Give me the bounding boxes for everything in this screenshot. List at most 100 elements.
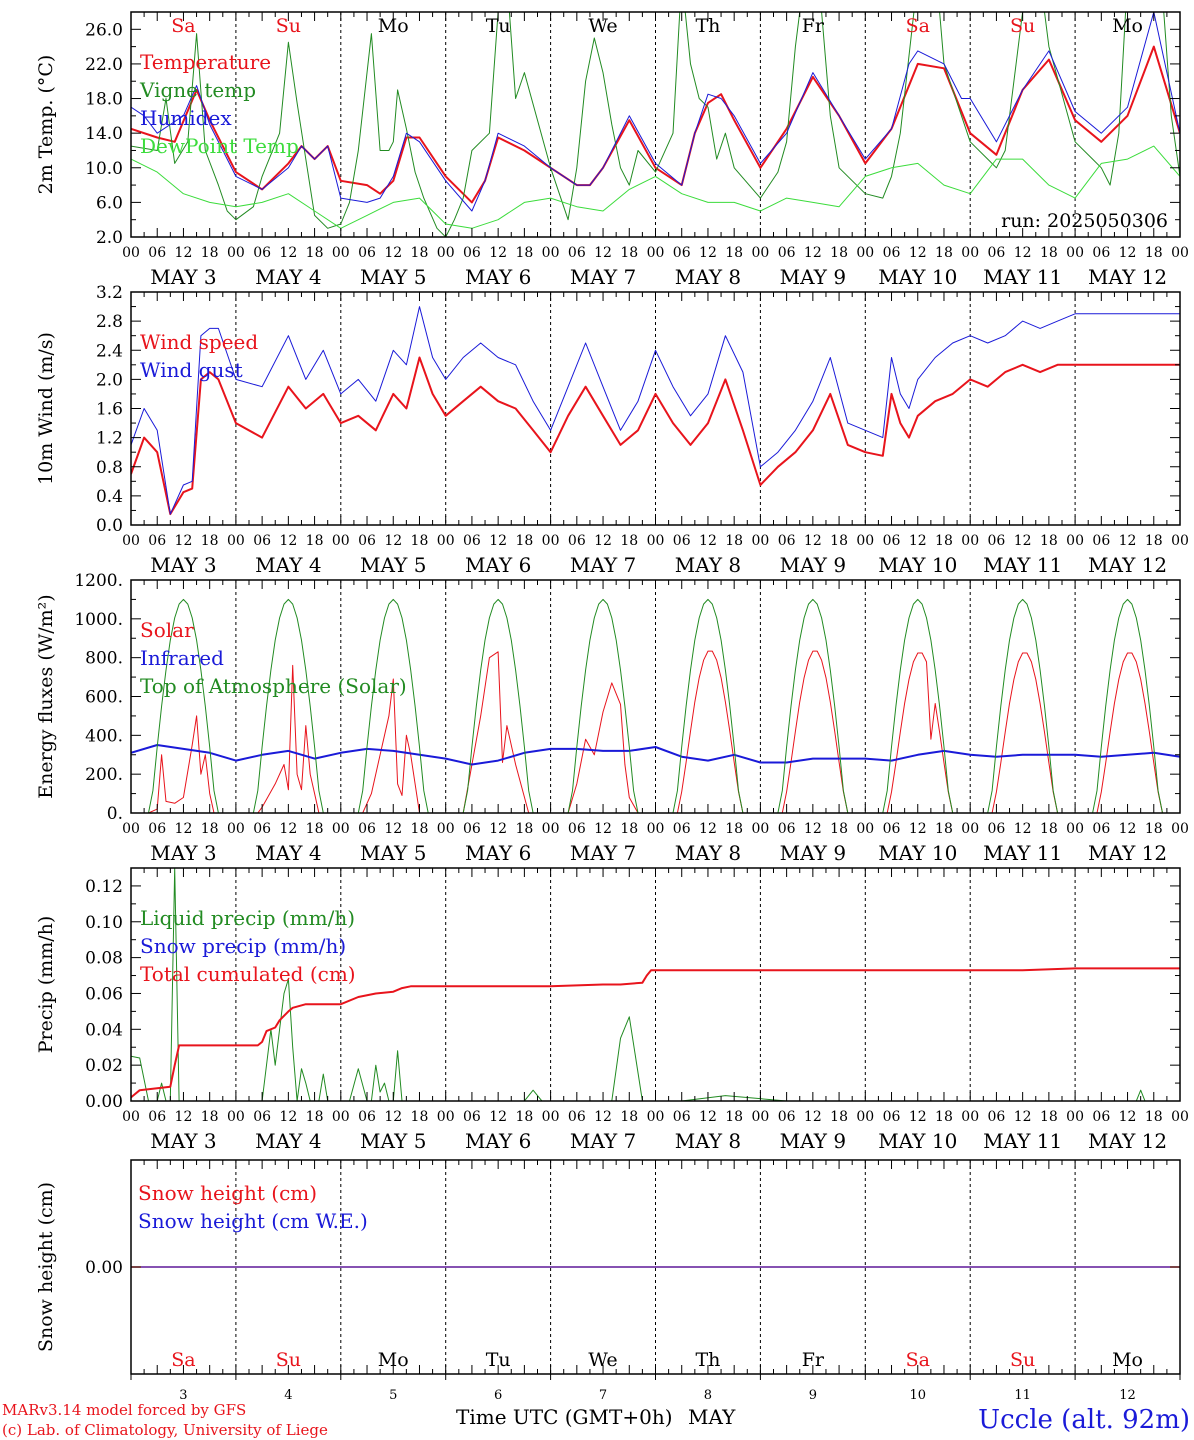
legend-entry: Wind gust	[140, 358, 243, 382]
date-label: MAY 11	[983, 265, 1062, 289]
hour-label: 18	[620, 245, 638, 261]
day-number: 11	[1014, 1388, 1031, 1403]
hour-label: 06	[253, 1109, 271, 1125]
hour-label: 12	[804, 245, 822, 261]
day-label: Su	[276, 1349, 301, 1371]
hour-label: 06	[673, 245, 691, 261]
hour-label: 18	[935, 1109, 953, 1125]
y-axis-label: 10m Wind (m/s)	[35, 332, 57, 485]
date-label: MAY 11	[983, 841, 1062, 865]
panel-3: 0. 200. 400. 600. 800. 1000. 1200. Energy fluxe…	[35, 571, 1189, 865]
legend-entry: DewPoint Temp	[140, 134, 299, 158]
hour-label: 00	[122, 821, 140, 837]
hour-label: 12	[804, 821, 822, 837]
legend-entry: Wind speed	[140, 330, 258, 354]
hour-label: 06	[358, 1109, 376, 1125]
y-tick-label: 0.06	[85, 984, 123, 1004]
date-label: MAY 10	[878, 553, 957, 577]
hour-label: 12	[1119, 821, 1137, 837]
date-label: MAY 9	[780, 265, 846, 289]
hour-label: 06	[463, 245, 481, 261]
y-tick-label: 2.8	[96, 312, 123, 332]
hour-label: 06	[883, 533, 901, 549]
hour-label: 12	[279, 821, 297, 837]
hour-label: 18	[1040, 821, 1058, 837]
hour-label: 12	[489, 821, 507, 837]
hour-label: 18	[620, 1109, 638, 1125]
date-label: MAY 5	[360, 553, 426, 577]
hour-label: 00	[542, 533, 560, 549]
day-label: Th	[695, 1349, 720, 1371]
hour-label: 00	[856, 821, 874, 837]
hour-label: 06	[253, 245, 271, 261]
hour-label: 18	[515, 1109, 533, 1125]
series-line-top-of-atmosphere-solar-	[131, 598, 1180, 813]
hour-label: 00	[647, 245, 665, 261]
date-label: MAY 4	[255, 841, 321, 865]
series-line-dewpoint-temp	[131, 145, 1180, 229]
day-number: 5	[389, 1388, 397, 1403]
panel-4: 0.00 0.02 0.04 0.06 0.08 0.10 0.12 Precip (mm/h…	[35, 867, 1189, 1153]
day-number: 7	[599, 1388, 607, 1403]
hour-label: 12	[909, 821, 927, 837]
date-label: MAY 7	[570, 553, 636, 577]
hour-label: 18	[411, 245, 429, 261]
hour-label: 12	[489, 1109, 507, 1125]
series-group	[131, 306, 1180, 516]
day-label: Sa	[171, 1349, 195, 1371]
hour-label: 18	[830, 1109, 848, 1125]
day-label: Mo	[1112, 15, 1143, 37]
y-axis-label: Precip (mm/h)	[35, 916, 57, 1054]
hour-label: 00	[647, 533, 665, 549]
y-tick-label: 400.	[85, 726, 123, 746]
day-label: Sa	[171, 15, 195, 37]
hour-label: 06	[358, 821, 376, 837]
series-line-humidex	[131, 12, 1180, 212]
hour-label: 12	[279, 533, 297, 549]
hour-label: 06	[568, 1109, 586, 1125]
hour-label: 12	[699, 1109, 717, 1125]
hour-label: 06	[463, 821, 481, 837]
hour-label: 12	[1014, 1109, 1032, 1125]
hour-label: 00	[332, 533, 350, 549]
hour-label: 06	[1092, 533, 1110, 549]
hour-label: 18	[201, 1109, 219, 1125]
hour-label: 12	[175, 245, 193, 261]
hour-label: 06	[778, 821, 796, 837]
hour-label: 12	[384, 821, 402, 837]
hour-label: 00	[542, 245, 560, 261]
y-tick-label: 0.	[107, 804, 123, 824]
day-label: Su	[1010, 1349, 1035, 1371]
date-label: MAY 6	[465, 553, 531, 577]
hour-label: 12	[909, 245, 927, 261]
hour-label: 00	[227, 245, 245, 261]
hour-label: 12	[175, 1109, 193, 1125]
hour-label: 12	[699, 821, 717, 837]
hour-label: 00	[437, 1109, 455, 1125]
y-tick-label: 0.00	[85, 1092, 123, 1112]
day-number: 12	[1119, 1388, 1136, 1403]
hour-label: 18	[515, 245, 533, 261]
legend-entry: Snow height (cm)	[138, 1181, 317, 1205]
date-label: MAY 12	[1088, 553, 1167, 577]
hour-label: 18	[725, 1109, 743, 1125]
hour-label: 06	[1092, 821, 1110, 837]
hour-label: 06	[358, 245, 376, 261]
day-number: 6	[494, 1388, 502, 1403]
credit-line-2: (c) Lab. of Climatology, University of L…	[2, 1421, 328, 1439]
hour-label: 00	[1066, 1109, 1084, 1125]
y-tick-label: 0.0	[96, 516, 123, 536]
hour-label: 12	[384, 1109, 402, 1125]
day-number: 9	[809, 1388, 817, 1403]
hour-label: 18	[1145, 245, 1163, 261]
hour-label: 18	[411, 821, 429, 837]
panel-2: 0.0 0.4 0.8 1.2 1.6 2.0 2.4 2.8 3.2 10m Wind (m/s…	[35, 283, 1189, 577]
hour-label: 18	[620, 821, 638, 837]
hour-label: 18	[306, 1109, 324, 1125]
day-label: Mo	[378, 1349, 409, 1371]
hour-label: 18	[1145, 821, 1163, 837]
legend-entry: Total cumulated (cm)	[140, 962, 356, 986]
hour-label: 18	[306, 245, 324, 261]
series-line-infrared	[131, 744, 1180, 766]
hour-label: 00	[1066, 533, 1084, 549]
